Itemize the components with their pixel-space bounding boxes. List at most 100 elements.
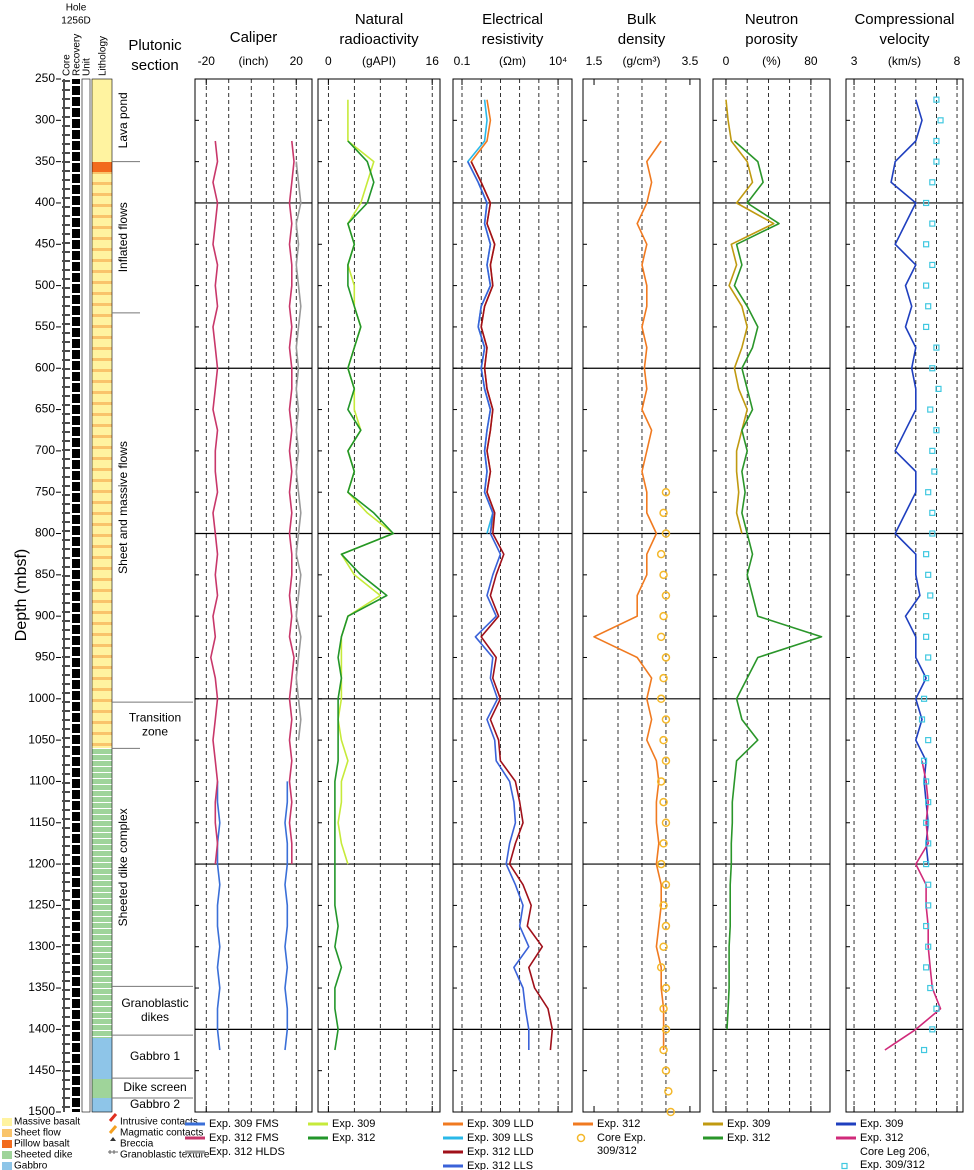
panel-title: radioactivity xyxy=(339,31,419,48)
data-point xyxy=(923,613,930,620)
y-tick-label: 900 xyxy=(35,608,55,622)
data-point xyxy=(659,1045,668,1055)
magmatic-icon xyxy=(108,1125,118,1134)
y-tick-label: 1350 xyxy=(28,980,55,994)
legend-label: Exp. 312 LLD xyxy=(467,1146,534,1158)
x-tick-label: 16 xyxy=(426,54,440,68)
y-tick-label: 550 xyxy=(35,319,55,333)
data-point xyxy=(659,942,668,951)
legend-swatch xyxy=(2,1151,12,1159)
data-point xyxy=(661,653,671,662)
data-point xyxy=(661,529,671,538)
legend-label: Granoblastic texture xyxy=(120,1150,210,1161)
y-tick-label: 400 xyxy=(35,195,55,209)
column-header: Recovery xyxy=(72,34,83,76)
data-point xyxy=(933,1005,940,1012)
section-header: section xyxy=(131,57,179,74)
data-point xyxy=(661,1025,671,1034)
y-tick-label: 1000 xyxy=(28,691,55,705)
data-point xyxy=(925,571,932,578)
data-point xyxy=(925,840,932,847)
panel-title: velocity xyxy=(879,31,930,48)
data-point xyxy=(661,880,671,889)
data-point xyxy=(925,489,932,496)
section-label: zone xyxy=(142,724,168,738)
data-point xyxy=(920,757,928,764)
y-tick-label: 1450 xyxy=(28,1063,55,1077)
y-tick-label: 1100 xyxy=(29,774,55,788)
log-curve xyxy=(334,140,395,1051)
y-axis-title: Depth (mbsf) xyxy=(13,549,30,641)
legend-label: Exp. 312 xyxy=(860,1132,903,1144)
dikes-litho xyxy=(92,748,112,1038)
section-label: Lava pond xyxy=(116,92,130,148)
data-point xyxy=(927,592,934,599)
data-point xyxy=(656,963,666,972)
legend-marker xyxy=(576,1133,586,1143)
data-point xyxy=(661,1066,671,1075)
section-label: Transition xyxy=(129,710,181,724)
data-point xyxy=(925,881,932,888)
data-point xyxy=(923,778,930,785)
log-curve xyxy=(470,161,554,1051)
data-point xyxy=(933,427,940,434)
legend-label: 309/312 xyxy=(597,1145,637,1157)
symbol-icons xyxy=(108,1113,118,1154)
unit-label: (Ωm) xyxy=(499,54,526,68)
data-point xyxy=(923,675,930,682)
lithology-column xyxy=(62,78,113,1113)
data-point xyxy=(661,921,671,931)
x-tick-label: 0 xyxy=(325,54,332,68)
data-point xyxy=(659,611,668,621)
panel-title: Bulk xyxy=(627,11,657,28)
legend-label: Sheet flow xyxy=(14,1128,61,1139)
data-point xyxy=(918,716,926,723)
legend-label: Exp. 312 LLS xyxy=(467,1160,533,1170)
data-point xyxy=(659,570,668,580)
y-tick-label: 1250 xyxy=(28,898,55,912)
section-label: Sheeted dike complex xyxy=(116,808,130,926)
data-point xyxy=(661,983,671,993)
panel-title: Caliper xyxy=(230,29,278,46)
data-point xyxy=(659,508,668,518)
data-point xyxy=(661,756,671,766)
data-point xyxy=(927,406,934,413)
data-point xyxy=(923,633,930,640)
data-point xyxy=(656,777,666,786)
panel-title: Natural xyxy=(355,11,403,28)
log-curve xyxy=(288,140,295,865)
x-tick-label: -20 xyxy=(198,54,216,68)
data-point xyxy=(656,632,666,642)
section-label: Sheet and massive flows xyxy=(116,441,130,574)
legend-label: Core Leg 206, xyxy=(860,1146,930,1158)
y-tick-label: 300 xyxy=(35,112,55,126)
y-tick-label: 350 xyxy=(35,154,55,168)
data-point xyxy=(656,549,666,559)
recovery-column xyxy=(72,79,80,1112)
panel-title: density xyxy=(618,31,666,48)
y-tick-label: 950 xyxy=(35,650,55,664)
legend-label: Exp. 312 xyxy=(597,1118,640,1130)
panel-frame xyxy=(582,78,701,1113)
data-point xyxy=(929,447,936,454)
data-point xyxy=(923,241,930,248)
panel-title: Electrical xyxy=(482,11,543,28)
data-point xyxy=(929,179,936,186)
panel-title: Neutron xyxy=(745,11,798,28)
data-point xyxy=(929,1026,936,1033)
legend-label: Breccia xyxy=(120,1139,154,1150)
unit-label: (inch) xyxy=(238,54,268,68)
data-point xyxy=(659,673,668,683)
log-curve xyxy=(216,781,221,1051)
unit-label: (g/cm³) xyxy=(623,54,661,68)
data-point xyxy=(935,385,942,392)
panel-title: resistivity xyxy=(482,31,544,48)
y-tick-label: 800 xyxy=(35,526,55,540)
data-point xyxy=(933,158,940,165)
data-point xyxy=(920,1046,928,1054)
data-point xyxy=(666,1107,675,1117)
log-curve xyxy=(467,161,530,1050)
legend-label: Pillow basalt xyxy=(14,1139,70,1150)
legend-label: Exp. 312 xyxy=(332,1132,375,1144)
data-point xyxy=(923,860,930,868)
